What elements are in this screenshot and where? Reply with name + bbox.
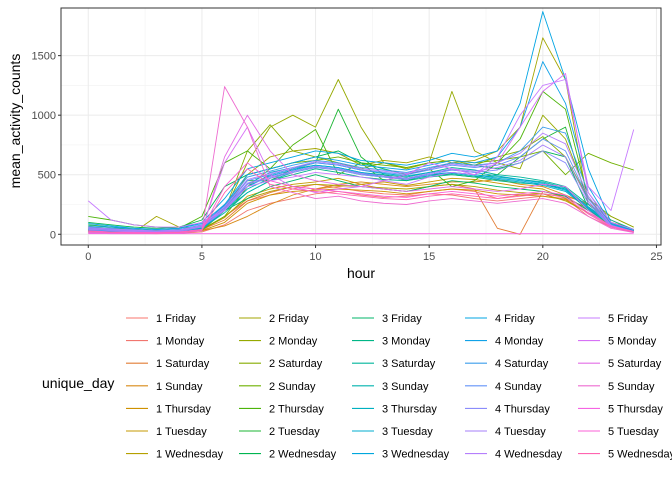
- legend-label: 2 Thursday: [269, 403, 324, 415]
- legend-label: 1 Monday: [156, 336, 205, 348]
- y-tick-label: 1500: [32, 51, 56, 63]
- x-tick-label: 10: [309, 251, 321, 263]
- legend-label: 2 Wednesday: [269, 449, 337, 461]
- legend-label: 4 Monday: [495, 336, 544, 348]
- legend-label: 4 Thursday: [495, 403, 550, 415]
- legend-label: 2 Friday: [269, 313, 309, 325]
- legend-label: 4 Wednesday: [495, 449, 563, 461]
- legend: unique_day 1 Friday 1 Monday 1 Saturday 1 S…: [42, 313, 672, 461]
- series-line-5-wednesday: [88, 168, 634, 234]
- y-axis: 0 500 1000 1500: [32, 51, 61, 241]
- x-tick-label: 15: [423, 251, 435, 263]
- legend-label: 4 Saturday: [495, 358, 549, 370]
- x-tick-label: 5: [199, 251, 205, 263]
- x-tick-label: 0: [85, 251, 91, 263]
- legend-label: 1 Tuesday: [156, 426, 207, 438]
- legend-label: 5 Friday: [608, 313, 648, 325]
- plot-panel: [60, 7, 662, 246]
- y-tick-label: 500: [38, 170, 56, 182]
- legend-label: 5 Sunday: [608, 381, 655, 393]
- legend-label: 3 Tuesday: [382, 426, 433, 438]
- legend-label: 3 Sunday: [382, 381, 429, 393]
- series-line-5-sunday: [88, 86, 634, 234]
- legend-label: 2 Monday: [269, 336, 318, 348]
- legend-label: 3 Thursday: [382, 403, 437, 415]
- legend-label: 1 Wednesday: [156, 449, 224, 461]
- y-tick-label: 1000: [32, 110, 56, 122]
- legend-label: 1 Thursday: [156, 403, 211, 415]
- series-line-5-friday: [88, 79, 635, 228]
- legend-label: 2 Tuesday: [269, 426, 320, 438]
- legend-label: 3 Wednesday: [382, 449, 450, 461]
- legend-label: 1 Friday: [156, 313, 196, 325]
- legend-label: 4 Sunday: [495, 381, 542, 393]
- y-axis-label: mean_activity_counts: [7, 54, 23, 189]
- x-tick-label: 20: [537, 251, 549, 263]
- x-tick-label: 25: [650, 251, 662, 263]
- y-tick-label: 0: [50, 229, 56, 241]
- legend-label: 1 Sunday: [156, 381, 203, 393]
- x-axis-label: hour: [347, 265, 375, 281]
- series-line-4-thursday: [88, 150, 634, 233]
- legend-label: 5 Thursday: [608, 403, 663, 415]
- legend-label: 3 Saturday: [382, 358, 436, 370]
- legend-label: 3 Friday: [382, 313, 422, 325]
- legend-label: 4 Tuesday: [495, 426, 546, 438]
- legend-label: 5 Saturday: [608, 358, 662, 370]
- legend-title: unique_day: [42, 375, 114, 391]
- legend-label: 5 Wednesday: [608, 449, 672, 461]
- legend-label: 2 Sunday: [269, 381, 316, 393]
- legend-label: 5 Monday: [608, 336, 657, 348]
- series-line-4-wednesday: [88, 132, 634, 233]
- legend-label: 4 Friday: [495, 313, 535, 325]
- legend-label: 1 Saturday: [156, 358, 210, 370]
- series-line-4-tuesday: [88, 144, 634, 233]
- legend-label: 5 Tuesday: [608, 426, 659, 438]
- series-line-4-saturday: [88, 126, 634, 233]
- x-axis: 0 5 10 15 20 25: [85, 245, 663, 263]
- legend-label: 2 Saturday: [269, 358, 323, 370]
- series-line-4-monday: [88, 61, 634, 232]
- series-line-5-tuesday: [88, 162, 634, 233]
- legend-label: 3 Monday: [382, 336, 431, 348]
- plot-border: [60, 7, 662, 246]
